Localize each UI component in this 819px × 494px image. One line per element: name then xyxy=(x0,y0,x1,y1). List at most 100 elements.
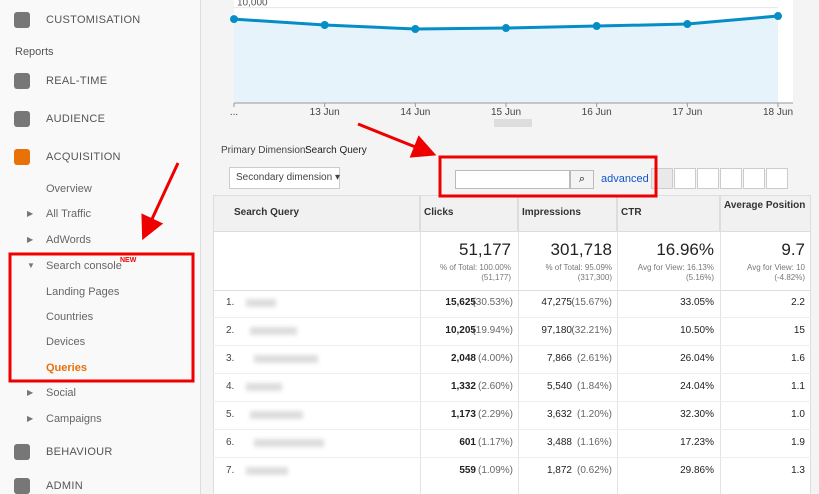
point xyxy=(320,20,329,29)
menu-item: Social xyxy=(46,387,76,399)
header-cell xyxy=(213,195,420,232)
menu-item: BEHAVIOUR xyxy=(46,446,113,458)
search-input[interactable] xyxy=(455,170,570,189)
x-tick-label: 14 Jun xyxy=(400,107,430,118)
cell-value: 1,173 xyxy=(450,409,476,420)
cell-border xyxy=(518,232,519,494)
cell-value: 47,275 xyxy=(541,297,572,308)
row-border xyxy=(213,457,811,458)
cell-value: 3,488 xyxy=(546,437,572,448)
view-button[interactable] xyxy=(697,168,719,189)
menu-item: Landing Pages xyxy=(46,286,120,298)
icon xyxy=(14,111,30,127)
cell-value: 7,866 xyxy=(546,353,572,364)
total-value: 301,718 xyxy=(550,240,612,259)
point xyxy=(774,12,782,21)
menu-item: Devices xyxy=(46,336,86,348)
cell-border xyxy=(720,232,721,494)
header-label: Search Query xyxy=(234,207,300,218)
cell-value: 33.05% xyxy=(680,297,714,308)
menu-item: Countries xyxy=(46,311,94,323)
y-tick-label: 10,000 xyxy=(237,0,268,9)
caret: ▶ xyxy=(27,209,34,218)
total-sub: Avg for View: 10 xyxy=(747,263,805,272)
header-label: Average Position xyxy=(724,200,806,211)
row-border xyxy=(213,317,811,318)
cell-percent: (2.60%) xyxy=(477,381,513,392)
cell-value: 2,048 xyxy=(450,353,476,364)
menu-item: Queries xyxy=(46,362,87,374)
cell-percent: (1.09%) xyxy=(477,465,513,476)
cell-value: 97,180 xyxy=(541,325,572,336)
menu-item: All Traffic xyxy=(46,208,92,220)
cell-percent: (1.84%) xyxy=(576,381,612,392)
header-label: Impressions xyxy=(522,207,581,218)
total-sub: (-4.82%) xyxy=(774,273,805,282)
label: Search Query xyxy=(305,145,367,156)
row-index: 4. xyxy=(226,381,235,392)
cell-value: 15,625 xyxy=(445,297,476,308)
cell-percent: (15.67%) xyxy=(571,297,612,308)
cell-percent: (1.16%) xyxy=(576,437,612,448)
cell-value: 1.9 xyxy=(791,437,805,448)
view-button[interactable] xyxy=(743,168,765,189)
row-index: 3. xyxy=(226,353,235,364)
cell-percent: (4.00%) xyxy=(477,353,513,364)
menu-item: Overview xyxy=(46,183,92,195)
cell-percent: (1.20%) xyxy=(576,409,612,420)
row-index: 6. xyxy=(226,437,235,448)
cell-value: 1.6 xyxy=(791,353,805,364)
header-cell xyxy=(617,195,720,232)
blurred-name xyxy=(250,327,297,335)
header-cell xyxy=(420,195,518,232)
dropdown[interactable]: Secondary dimension ▾ xyxy=(229,167,340,189)
cell-value: 29.86% xyxy=(680,465,714,476)
menu-item: AUDIENCE xyxy=(46,113,106,125)
menu-item: AdWords xyxy=(46,234,92,246)
x-tick-label: 16 Jun xyxy=(582,107,612,118)
x-tick-label: 13 Jun xyxy=(310,107,340,118)
cell-value: 15 xyxy=(793,325,805,336)
view-button[interactable] xyxy=(674,168,696,189)
total-sub: (317,300) xyxy=(577,273,612,282)
point xyxy=(683,20,692,29)
x-tick-label: ... xyxy=(230,107,238,118)
menu-item: Search console xyxy=(46,260,122,272)
point xyxy=(592,22,601,31)
blurred-name xyxy=(254,355,318,363)
cell-percent: (30.53%) xyxy=(472,297,513,308)
row-border xyxy=(213,345,811,346)
total-value: 9.7 xyxy=(781,240,805,259)
header-cell xyxy=(518,195,617,232)
menu-item: Campaigns xyxy=(46,413,102,425)
view-button[interactable] xyxy=(720,168,742,189)
point xyxy=(230,15,238,24)
search-button[interactable]: ⌕ xyxy=(570,170,594,189)
view-button[interactable] xyxy=(651,168,673,189)
total-value: 51,177 xyxy=(459,240,511,259)
cell-border xyxy=(420,232,421,494)
total-sub: Avg for View: 16.13% xyxy=(637,263,714,272)
menu-item: REAL-TIME xyxy=(46,75,108,87)
total-value: 16.96% xyxy=(656,240,714,259)
cell-value: 3,632 xyxy=(546,409,572,420)
cell-percent: (32.21%) xyxy=(571,325,612,336)
menu-item: ACQUISITION xyxy=(46,151,121,163)
icon xyxy=(14,73,30,89)
link[interactable]: advanced xyxy=(601,173,649,185)
caret: ▶ xyxy=(27,388,34,397)
cell-percent: (19.94%) xyxy=(472,325,513,336)
cell-value: 1.1 xyxy=(791,381,805,392)
section-label: Reports xyxy=(15,46,54,58)
cell-percent: (2.61%) xyxy=(576,353,612,364)
header-label: CTR xyxy=(621,207,642,218)
header-label: Clicks xyxy=(424,207,454,218)
menu-item: ADMIN xyxy=(46,480,83,492)
blurred-name xyxy=(254,439,324,447)
cell-value: 1,332 xyxy=(450,381,476,392)
icon xyxy=(14,149,30,165)
view-button[interactable] xyxy=(766,168,788,189)
cell-percent: (0.62%) xyxy=(576,465,612,476)
